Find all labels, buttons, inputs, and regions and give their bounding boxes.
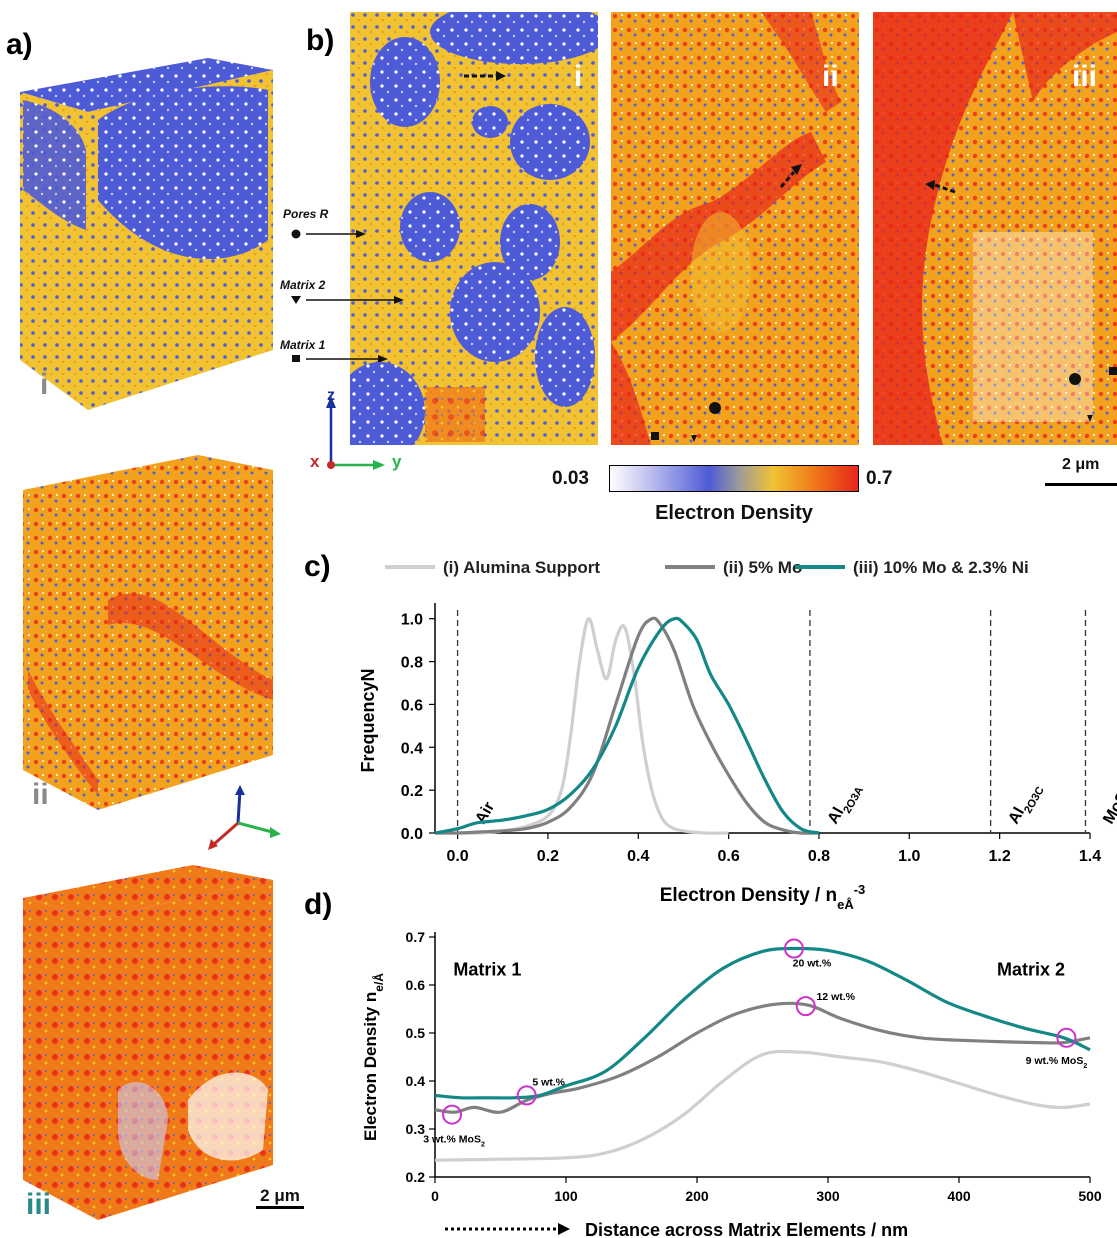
annotation-matrix-2: Matrix 2 — [280, 278, 326, 292]
y-tick-label: 0.8 — [401, 655, 423, 672]
x-tick-label: 1.2 — [989, 848, 1011, 865]
marker-circle — [442, 1104, 463, 1125]
marker-circle — [795, 996, 816, 1017]
legend-label: (iii) 10% Mo & 2.3% Ni — [853, 558, 1029, 577]
panel-b-letter: b) — [306, 24, 335, 57]
x-tick-label: 200 — [685, 1188, 709, 1204]
scale-bar-a: 2 μm — [260, 1186, 300, 1205]
y-tick-label: 0.4 — [406, 1073, 426, 1089]
legend-label: (ii) 5% Mo — [723, 558, 802, 577]
scale-bar-b: 2 μm — [1062, 456, 1100, 473]
slice-label-iii: iii — [1072, 60, 1098, 93]
x-tick-label: 100 — [554, 1188, 578, 1204]
cube-ii — [23, 455, 273, 810]
x-tick-label: 0.2 — [537, 848, 559, 865]
panel-c-letter: c) — [304, 550, 331, 583]
panel-d-letter: d) — [304, 888, 333, 921]
marker-circle — [783, 938, 804, 959]
x-tick-label: 300 — [816, 1188, 840, 1204]
y-tick-label: 0.3 — [406, 1121, 426, 1137]
axis-triad-icon — [208, 785, 281, 850]
marker-label: 3 wt.% MoS2 — [423, 1134, 485, 1149]
series-line — [435, 617, 729, 835]
x-axis-label: Electron Density / neÅ-3 — [660, 882, 866, 911]
slice-label-i: i — [574, 60, 583, 93]
series-line — [434, 946, 1091, 1100]
cube-i — [20, 58, 273, 410]
x-tick-label: 1.4 — [1079, 848, 1101, 865]
y-tick-label: 0.6 — [406, 977, 426, 993]
region-label: Matrix 2 — [997, 959, 1065, 979]
axis-y-label: y — [392, 452, 402, 471]
series-line — [434, 616, 820, 835]
chart-c: (i) Alumina Support (ii) 5% Mo (iii) 10% M… — [358, 558, 1117, 911]
x-tick-label: 0.8 — [808, 848, 830, 865]
region-label: Matrix 1 — [453, 959, 521, 979]
x-tick-label: 0.6 — [717, 848, 739, 865]
reference-label: Al2O3C — [1005, 780, 1046, 830]
slice-iii — [873, 12, 1117, 445]
marker-label: 20 wt.% — [793, 958, 832, 970]
slice-ii — [611, 12, 859, 445]
panel-a-letter: a) — [6, 28, 33, 61]
series-line — [434, 616, 820, 835]
y-tick-label: 0.2 — [401, 783, 423, 800]
series-line — [434, 1049, 1091, 1162]
cube-iii — [23, 865, 273, 1220]
annotation-pores: Pores R — [283, 207, 329, 221]
x-tick-label: 1.0 — [898, 848, 920, 865]
colorbar-max: 0.7 — [866, 468, 893, 489]
marker-circle — [1056, 1027, 1077, 1048]
axis-x-label: x — [310, 452, 320, 471]
x-tick-label: 0 — [431, 1188, 439, 1204]
annotation-arrows — [291, 229, 404, 362]
x-tick-label: 400 — [947, 1188, 971, 1204]
chart-d: 0 100 200 300 400 500 0.2 0.3 0.4 0.5 0.6 0.7 Matrix… — [361, 929, 1102, 1238]
y-tick-label: 0.2 — [406, 1169, 426, 1185]
cube-label-iii: iii — [26, 1188, 52, 1221]
colorbar-label: Electron Density — [655, 502, 813, 524]
distance-arrowhead — [558, 1223, 570, 1235]
marker-label: 5 wt.% — [532, 1076, 565, 1088]
y-axis-label: Electron Density ne/Å — [361, 973, 386, 1141]
x-tick-label: 0.0 — [446, 848, 468, 865]
colorbar-min: 0.03 — [552, 468, 589, 489]
series-line — [434, 1001, 1091, 1114]
x-tick-label: 0.4 — [627, 848, 649, 865]
y-tick-label: 0.5 — [406, 1025, 426, 1041]
axis-triad-b-icon — [326, 396, 385, 470]
y-tick-label: 0.4 — [401, 740, 423, 757]
cube-label-i: i — [40, 368, 49, 401]
slice-i — [350, 12, 598, 445]
marker-label: 9 wt.% MoS2 — [1026, 1055, 1088, 1070]
annotation-matrix-1: Matrix 1 — [280, 338, 326, 352]
y-tick-label: 0.0 — [401, 826, 423, 843]
marker-label: 12 wt.% — [816, 991, 855, 1003]
y-tick-label: 1.0 — [401, 612, 423, 629]
colorbar — [609, 465, 859, 492]
scale-bar-b-line — [1045, 483, 1117, 486]
cube-label-ii: ii — [32, 778, 49, 811]
y-tick-label: 0.7 — [406, 929, 426, 945]
x-tick-label: 500 — [1078, 1188, 1102, 1204]
y-tick-label: 0.6 — [401, 697, 423, 714]
axis-z-label: z — [327, 387, 335, 404]
reference-label: Al2O3A — [825, 780, 866, 830]
slice-label-ii: ii — [822, 60, 839, 93]
reference-label: MoS2 — [1100, 784, 1117, 830]
x-axis-label: Distance across Matrix Elements / nm — [585, 1220, 908, 1238]
scale-bar-a-line — [256, 1206, 304, 1209]
y-axis-label: FrequencyN — [358, 668, 378, 772]
legend-label: (i) Alumina Support — [443, 558, 600, 577]
marker-circle — [516, 1085, 537, 1106]
